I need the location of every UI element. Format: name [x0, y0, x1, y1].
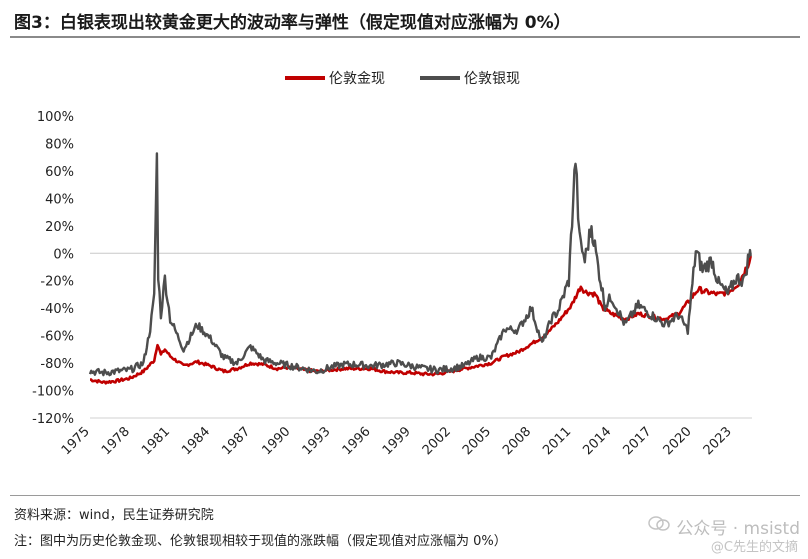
y-tick-label: -80% — [40, 357, 74, 372]
x-tick-label: 1978 — [99, 424, 133, 458]
series-line-gold — [89, 255, 752, 385]
x-tick-label: 1996 — [340, 424, 374, 458]
y-tick-label: -120% — [32, 412, 74, 427]
y-tick-label: 100% — [37, 110, 74, 125]
x-tick-label: 1987 — [219, 424, 253, 458]
chart-legend: 伦敦金现 伦敦银现 — [285, 71, 520, 87]
x-tick-label: 1990 — [259, 424, 293, 458]
title-divider — [10, 36, 800, 38]
plot-area — [88, 152, 752, 385]
y-axis: -120% -100% -80% -60% -40% -20% 0% 20% 40% 60% 80%… — [32, 110, 74, 427]
x-tick-label: 1975 — [59, 424, 93, 458]
data-source: 资料来源：wind，民生证券研究院 — [14, 508, 214, 523]
x-tick-label: 2020 — [661, 424, 695, 458]
x-tick-label: 1984 — [179, 424, 213, 458]
x-tick-label: 2014 — [580, 424, 614, 458]
footer-divider — [10, 495, 800, 496]
y-tick-label: 60% — [45, 165, 74, 180]
chart-note: 注：图中为历史伦敦金现、伦敦银现相较于现值的涨跌幅（假定现值对应涨幅为 0%） — [14, 534, 507, 549]
y-tick-label: -100% — [32, 385, 74, 400]
x-tick-label: 2008 — [500, 424, 534, 458]
x-tick-label: 1999 — [380, 424, 414, 458]
figure-title: 图3：白银表现出较黄金更大的波动率与弹性（假定现值对应涨幅为 0%） — [14, 13, 571, 33]
legend-silver-label: 伦敦银现 — [464, 71, 520, 87]
y-tick-label: -60% — [40, 330, 74, 345]
watermark: 公众号 · msistd — [648, 514, 800, 539]
x-tick-label: 2011 — [540, 424, 574, 458]
x-tick-label: 1981 — [139, 424, 173, 458]
x-tick-label: 1993 — [300, 424, 334, 458]
x-tick-label: 2023 — [701, 424, 735, 458]
legend-gold-label: 伦敦金现 — [329, 71, 385, 87]
y-tick-label: 40% — [45, 192, 74, 207]
y-tick-label: 20% — [45, 220, 74, 235]
x-tick-label: 2017 — [621, 424, 655, 458]
x-axis: 1975 1978 1981 1984 1987 1990 1993 1996 1999 2002… — [59, 417, 752, 458]
y-tick-label: -20% — [40, 275, 74, 290]
x-tick-label: 2005 — [460, 424, 494, 458]
watermark-handle: @C先生的文摘 — [710, 540, 798, 555]
y-tick-label: -40% — [40, 302, 74, 317]
y-tick-label: 0% — [53, 247, 74, 262]
y-tick-label: 80% — [45, 137, 74, 152]
chat-bubble-icon — [648, 515, 671, 538]
x-tick-label: 2002 — [420, 424, 454, 458]
line-chart: 伦敦金现 伦敦银现 -120% -100% -80% -60% -40% -20% 0% 20%… — [32, 71, 752, 458]
watermark-text: 公众号 · msistd — [676, 519, 800, 539]
series-line-silver — [88, 152, 752, 377]
